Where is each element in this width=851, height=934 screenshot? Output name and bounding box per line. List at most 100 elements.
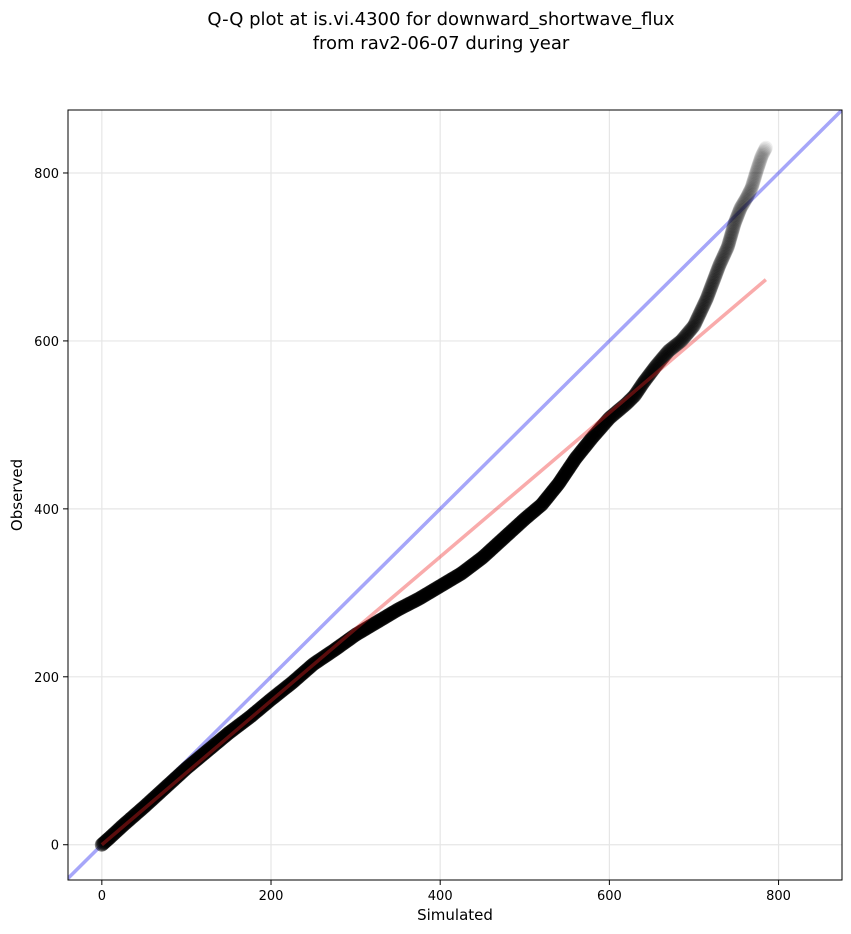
quantile-point xyxy=(707,270,722,285)
quantile-point xyxy=(647,361,662,376)
quantile-point xyxy=(701,287,716,302)
quantile-point xyxy=(733,201,748,216)
quantile-point xyxy=(600,413,615,428)
quantile-point xyxy=(640,369,655,384)
quantile-point xyxy=(645,363,660,378)
quantile-point xyxy=(725,223,740,238)
quantile-point xyxy=(754,150,769,165)
quantile-point xyxy=(596,417,611,432)
quantile-point xyxy=(744,181,759,196)
quantile-point xyxy=(583,432,598,447)
quantile-point xyxy=(606,408,621,423)
quantile-point xyxy=(752,154,767,169)
quantile-point xyxy=(704,280,719,295)
y-tick-label: 200 xyxy=(34,671,59,686)
quantile-point xyxy=(738,192,753,207)
quantile-point xyxy=(621,394,636,409)
quantile-point xyxy=(616,398,631,413)
quantile-point xyxy=(641,368,656,383)
quantile-point xyxy=(692,306,707,321)
quantile-point xyxy=(732,203,747,218)
quantile-point xyxy=(655,350,670,365)
quantile-point xyxy=(749,166,764,181)
quantile-point xyxy=(671,335,686,350)
quantile-point xyxy=(709,267,724,282)
quantile-point xyxy=(647,360,662,375)
quantile-point xyxy=(584,431,599,446)
quantile-point xyxy=(712,258,727,273)
quantile-point xyxy=(712,256,727,271)
quantile-point xyxy=(588,427,603,442)
quantile-point xyxy=(758,140,773,155)
quantile-point xyxy=(676,331,691,346)
quantile-point xyxy=(758,142,773,157)
quantile-point xyxy=(661,343,676,358)
quantile-point xyxy=(745,178,760,193)
quantile-point xyxy=(667,339,682,354)
quantile-point xyxy=(686,318,701,333)
quantile-point xyxy=(636,375,651,390)
x-tick-label: 600 xyxy=(597,889,622,904)
quantile-point xyxy=(624,391,639,406)
quantile-point xyxy=(688,314,703,329)
quantile-point xyxy=(701,286,716,301)
quantile-point xyxy=(610,404,625,419)
quantile-point xyxy=(710,262,725,277)
quantile-point xyxy=(594,420,609,435)
quantile-point xyxy=(604,409,619,424)
quantile-point xyxy=(748,169,763,184)
quantile-point xyxy=(718,245,733,260)
quantile-point xyxy=(742,184,757,199)
quantile-point xyxy=(750,160,765,175)
quantile-point xyxy=(727,216,742,231)
quantile-point xyxy=(732,202,747,217)
quantile-point xyxy=(609,405,624,420)
quantile-point xyxy=(728,214,743,229)
quantile-point xyxy=(753,153,768,168)
quantile-point xyxy=(680,326,695,341)
quantile-point xyxy=(687,317,702,332)
quantile-point xyxy=(683,323,698,338)
quantile-point xyxy=(747,170,762,185)
quantile-point xyxy=(685,321,700,336)
quantile-point xyxy=(571,447,586,462)
quantile-point xyxy=(564,458,579,473)
quantile-point xyxy=(713,255,728,270)
quantile-point xyxy=(608,406,623,421)
quantile-point xyxy=(675,332,690,347)
quantile-point xyxy=(591,423,606,438)
quantile-point xyxy=(631,383,646,398)
quantile-point xyxy=(649,357,664,372)
quantile-point xyxy=(582,434,597,449)
quantile-point xyxy=(700,290,715,305)
quantile-point xyxy=(720,241,735,256)
quantile-point xyxy=(703,281,718,296)
identity-line xyxy=(68,110,842,880)
plot-data xyxy=(68,110,842,880)
x-tick-label: 200 xyxy=(259,889,284,904)
quantile-point xyxy=(702,284,717,299)
quantile-point xyxy=(751,158,766,173)
quantile-point xyxy=(562,460,577,475)
quantile-point xyxy=(560,463,575,478)
quantile-point xyxy=(563,459,578,474)
quantile-point xyxy=(746,175,761,190)
quantile-point xyxy=(730,209,745,224)
quantile-point xyxy=(580,436,595,451)
quantile-point xyxy=(681,325,696,340)
x-tick-label: 800 xyxy=(766,889,791,904)
quantile-point xyxy=(603,410,618,425)
quantile-point xyxy=(739,191,754,206)
quantile-point xyxy=(708,268,723,283)
quantile-point xyxy=(629,385,644,400)
quantile-point xyxy=(697,296,712,311)
quantile-point xyxy=(726,219,741,234)
quantile-point xyxy=(673,334,688,349)
quantile-point xyxy=(637,374,652,389)
quantile-point xyxy=(690,311,705,326)
quantile-point xyxy=(668,338,683,353)
quantile-point xyxy=(574,444,589,459)
quantile-point xyxy=(710,264,725,279)
quantile-point xyxy=(747,172,762,187)
